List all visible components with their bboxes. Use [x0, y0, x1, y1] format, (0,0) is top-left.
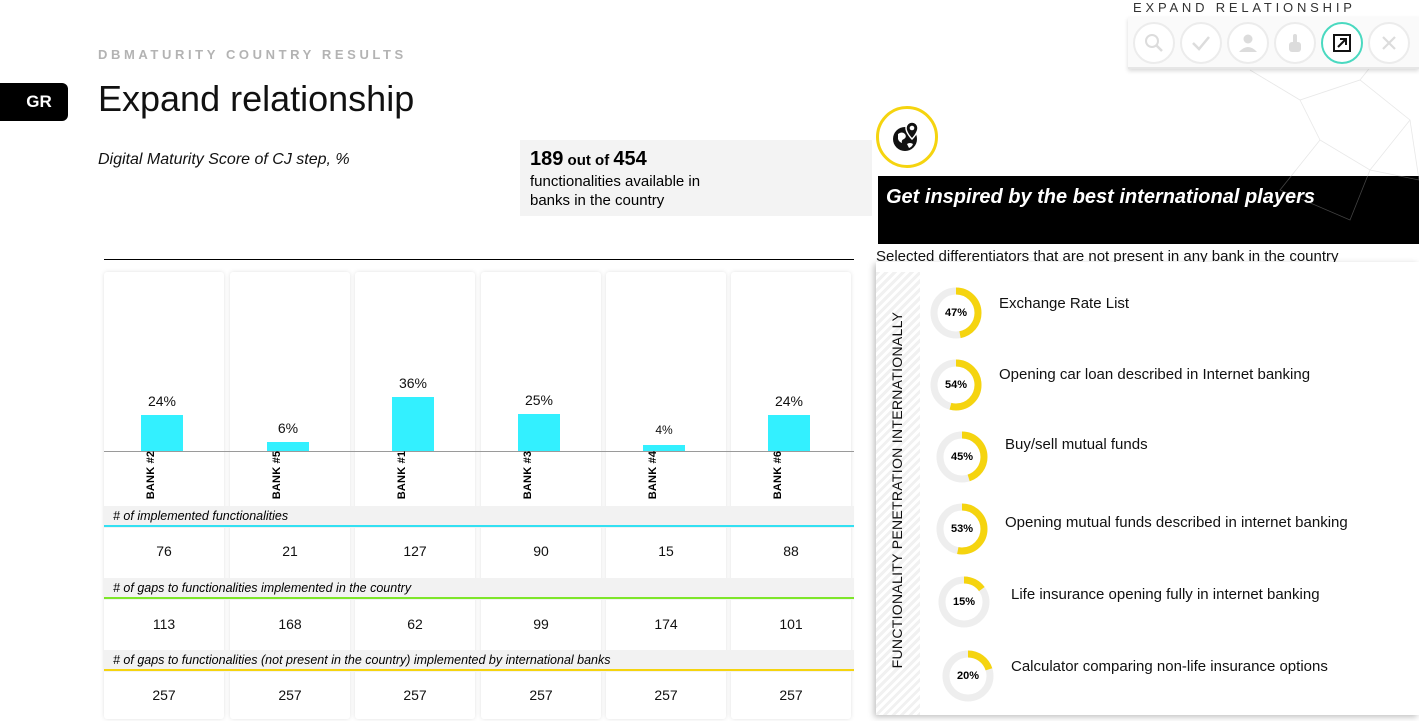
- differentiators-panel: [876, 262, 1419, 715]
- check-icon: [1192, 36, 1210, 51]
- penetration-donut: 53%: [936, 503, 988, 555]
- differentiators-caption: Selected differentiators that are not pr…: [876, 248, 1339, 265]
- expand-button[interactable]: [1321, 22, 1363, 64]
- close-button[interactable]: [1368, 22, 1410, 64]
- penetration-donut: 15%: [938, 576, 990, 628]
- metric-cell: 113: [152, 616, 176, 632]
- donut-percent-label: 45%: [950, 451, 974, 463]
- search-icon: [1145, 34, 1163, 52]
- expand-icon: [1333, 34, 1351, 52]
- bank-category-label: BANK #6: [772, 450, 784, 500]
- bar-value-label: 25%: [524, 391, 554, 408]
- page-title: Expand relationship: [98, 78, 415, 119]
- metric-cell: 174: [654, 616, 678, 632]
- metric-cell: 90: [533, 543, 549, 559]
- metric-cell: 101: [779, 616, 803, 632]
- metric-cell: 257: [779, 687, 803, 703]
- metric-cell: 76: [156, 543, 172, 559]
- differentiator-label: Calculator comparing non-life insurance …: [1011, 658, 1328, 675]
- close-icon: [1382, 36, 1396, 50]
- bank-category-label: BANK #4: [647, 450, 659, 500]
- pointer-button[interactable]: [1274, 22, 1316, 64]
- bar-bank-1: [392, 397, 434, 451]
- donut-percent-label: 15%: [952, 596, 976, 608]
- bar-value-label: 6%: [277, 420, 299, 436]
- user-button[interactable]: [1227, 22, 1269, 64]
- metric-cell: 15: [658, 543, 674, 559]
- bar-bank-5: [267, 442, 309, 451]
- bank-column: [104, 272, 224, 719]
- donut-percent-label: 20%: [956, 670, 980, 682]
- chart-baseline: [104, 451, 854, 452]
- differentiator-label: Opening mutual funds described in intern…: [1005, 514, 1348, 531]
- penetration-donut: 47%: [930, 287, 982, 339]
- bank-column: [731, 272, 851, 719]
- metric-cell: 168: [278, 616, 302, 632]
- metric-cell: 88: [783, 543, 799, 559]
- metric-cell: 257: [529, 687, 553, 703]
- bar-bank-6: [768, 415, 810, 451]
- bar-bank-3: [518, 413, 560, 451]
- metric-row-header: # of implemented functionalities: [104, 506, 854, 528]
- search-button[interactable]: [1133, 22, 1175, 64]
- bank-column: [355, 272, 475, 719]
- metric-row-underline: [104, 597, 854, 599]
- check-button[interactable]: [1180, 22, 1222, 64]
- bank-column: [230, 272, 350, 719]
- metric-cell: 21: [282, 543, 298, 559]
- metric-cell: 257: [403, 687, 427, 703]
- metric-row-underline: [104, 525, 854, 527]
- inspire-heading: Get inspired by the best international p…: [878, 176, 1419, 244]
- metric-cell: 257: [278, 687, 302, 703]
- report-kicker: DBMATURITY COUNTRY RESULTS: [98, 47, 407, 62]
- bar-value-label: 4%: [655, 423, 673, 437]
- bank-category-label: BANK #1: [396, 450, 408, 500]
- bar-value-label: 36%: [398, 375, 428, 391]
- metric-cell: 257: [654, 687, 678, 703]
- bank-column: [606, 272, 726, 719]
- pointer-icon: [1289, 34, 1301, 52]
- differentiator-label: Buy/sell mutual funds: [1005, 436, 1148, 453]
- bar-bank-2: [141, 415, 183, 451]
- donut-percent-label: 53%: [950, 523, 974, 535]
- bank-column: [481, 272, 601, 719]
- bank-category-label: BANK #5: [271, 450, 283, 500]
- country-tab[interactable]: GR: [0, 83, 68, 121]
- bar-value-label: 24%: [774, 393, 804, 409]
- summary-numbers: 189 out of 454: [530, 148, 862, 171]
- donut-percent-label: 47%: [944, 307, 968, 319]
- penetration-donut: 45%: [936, 431, 988, 483]
- available-count: 189: [530, 148, 564, 170]
- summary-box: 189 out of 454 functionalities available…: [520, 140, 872, 216]
- metric-row-underline: [104, 669, 854, 671]
- metric-cell: 99: [533, 616, 549, 632]
- bar-value-label: 24%: [147, 393, 177, 409]
- out-of-text: out of: [567, 152, 610, 169]
- summary-description: functionalities available in banks in th…: [530, 173, 701, 209]
- metric-row-header: # of gaps to functionalities (not presen…: [104, 650, 854, 672]
- metric-cell: 257: [152, 687, 176, 703]
- chart-top-rule: [104, 259, 854, 260]
- metric-cell: 127: [403, 543, 427, 559]
- globe-icon: [876, 106, 938, 168]
- panel-stripe: [876, 272, 920, 715]
- chart-subtitle: Digital Maturity Score of CJ step, %: [98, 151, 350, 168]
- differentiator-label: Opening car loan described in Internet b…: [999, 366, 1311, 383]
- toolbar-title: EXPAND RELATIONSHIP: [1133, 0, 1356, 15]
- metric-row-header: # of gaps to functionalities implemented…: [104, 578, 854, 600]
- metric-cell: 62: [407, 616, 423, 632]
- penetration-donut: 20%: [942, 650, 994, 702]
- user-icon: [1239, 34, 1257, 52]
- network-decoration: [1249, 60, 1419, 221]
- differentiator-label: Exchange Rate List: [999, 295, 1130, 312]
- bank-category-label: BANK #3: [522, 450, 534, 500]
- total-count: 454: [613, 148, 647, 170]
- donut-percent-label: 54%: [944, 379, 968, 391]
- differentiator-label: Life insurance opening fully in internet…: [1011, 586, 1320, 603]
- penetration-donut: 54%: [930, 359, 982, 411]
- penetration-axis-label: FUNCTIONALITY PENETRATION INTERNATIONALL…: [889, 311, 905, 669]
- bank-category-label: BANK #2: [145, 450, 157, 500]
- bar-bank-4: [643, 445, 685, 451]
